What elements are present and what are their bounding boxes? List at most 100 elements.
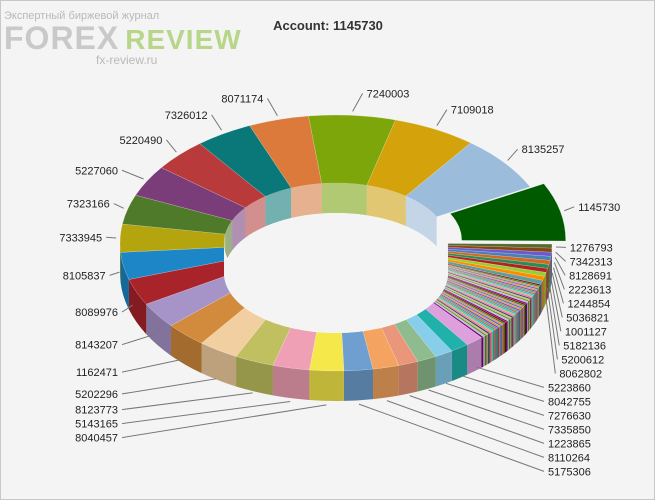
slice-small-43-side-shade: [488, 332, 490, 364]
slice-8040457-side-shade: [309, 370, 344, 401]
slice-small-19-side-shade: [521, 307, 523, 339]
label-7240003: 7240003: [367, 88, 410, 100]
slice-small-34-side-shade: [501, 323, 504, 356]
label-7335850: 7335850: [548, 424, 591, 436]
slice-small-30-side-face: [507, 319, 509, 351]
slice-8089976-side-face: [128, 279, 147, 335]
slice-1145730[interactable]: [449, 183, 566, 242]
slice-7240003-inner-wall: [321, 183, 367, 216]
leader-1244854: [552, 267, 564, 304]
slice-1223865-side-face: [398, 361, 418, 396]
slice-8110264-side-face: [373, 365, 399, 400]
label-8135257: 8135257: [522, 144, 565, 156]
slice-8105837-side-face: [120, 252, 129, 310]
label-1276793: 1276793: [570, 242, 613, 254]
slice-5200612-side-face: [542, 276, 545, 311]
slice-small-28-side: [510, 317, 512, 349]
slice-7276630-side: [435, 351, 452, 387]
slice-small-21-side-shade: [519, 309, 521, 341]
label-7323166: 7323166: [67, 199, 110, 211]
slice-8042755-side-shade: [451, 344, 468, 382]
slice-small-37-side-face: [497, 327, 499, 359]
slice-small-14-side-shade: [526, 301, 529, 333]
slice-small-10-side-shade: [531, 296, 533, 328]
slice-small-28-side-shade: [510, 317, 512, 349]
slice-small-28-side-face: [510, 317, 512, 349]
slice-small-15-side-face: [525, 302, 527, 334]
slice-1162471-side-shade: [171, 325, 202, 374]
slice-5220490-inner-wall: [245, 196, 266, 238]
leader-7276630: [445, 382, 545, 416]
slice-small-23-side-face: [516, 312, 518, 344]
leader-7342313: [555, 251, 566, 262]
slice-8071174-inner-wall: [291, 183, 322, 219]
slice-small-20-side-shade: [520, 308, 522, 340]
leader-8105837: [109, 271, 120, 276]
slice-small-32-side-shade: [504, 321, 507, 353]
slice-small-27-side: [511, 316, 513, 348]
slice-small-17-side-shade: [523, 305, 525, 337]
slice-5223860-side-shade: [467, 337, 482, 375]
slice-small-27-side-shade: [511, 316, 513, 348]
slice-1223865-side-shade: [398, 361, 418, 396]
slice-7326012-inner-wall: [265, 188, 292, 227]
label-8071174: 8071174: [221, 93, 263, 105]
donut-side-walls: [120, 239, 566, 401]
slice-8040457-side: [309, 370, 344, 401]
slice-small-7-side-face: [533, 293, 535, 325]
slice-7335850-side-face: [417, 356, 436, 392]
slice-small-37-side: [497, 327, 499, 359]
leader-7333945: [106, 236, 117, 239]
slice-8089976-side-shade: [128, 279, 147, 335]
slice-small-46-side: [483, 335, 485, 367]
slice-5200612-side-shade: [542, 276, 545, 311]
slice-small-7-side-shade: [533, 293, 535, 325]
slice-small-29-side-face: [508, 318, 511, 350]
slice-5200612-side: [542, 276, 545, 311]
slice-small-39-side-face: [494, 329, 496, 361]
label-8089976: 8089976: [75, 307, 118, 319]
slice-7335850-side: [417, 356, 436, 392]
slice-7323166-inner-wall: [225, 220, 233, 265]
slice-small-13-side: [528, 300, 530, 332]
slice-small-34-side-face: [501, 323, 504, 356]
slice-small-44-side: [486, 333, 489, 365]
watermark-brand: FOREX: [4, 20, 120, 56]
slice-8123773-side: [236, 356, 273, 396]
leader-7326012: [211, 114, 223, 131]
slice-5175306-side: [343, 369, 374, 401]
label-1001127: 1001127: [565, 326, 607, 338]
slice-small-45-side-face: [484, 334, 487, 366]
label-7276630: 7276630: [548, 410, 591, 422]
slice-small-2-side: [538, 286, 539, 319]
slice-labels: 7240003 7109018 8135257 1145730 1276793 73423…: [59, 88, 620, 478]
leader-5227060: [121, 169, 144, 180]
slice-small-17-side-face: [523, 305, 525, 337]
slice-1223865-side: [398, 361, 418, 396]
leader-1223865: [409, 395, 545, 444]
slice-small-19-side: [521, 307, 523, 339]
slice-small-1-side-face: [538, 285, 540, 317]
slice-small-19-side-face: [521, 307, 523, 339]
slice-1276793[interactable]: [447, 243, 553, 249]
slice-8089976-side: [128, 279, 147, 335]
label-8042755: 8042755: [548, 396, 591, 408]
label-5227060: 5227060: [75, 165, 118, 177]
slice-small-0-side: [539, 284, 541, 316]
leader-7335850: [428, 389, 545, 430]
label-7326012: 7326012: [165, 110, 208, 122]
slice-small-36-side-shade: [498, 326, 501, 358]
label-1223865: 1223865: [548, 438, 591, 450]
slice-small-0-side-face: [539, 284, 541, 316]
slice-small-8-side-shade: [532, 294, 534, 326]
slice-8143207-side: [146, 304, 172, 356]
watermark-brand-review: REVIEW: [125, 24, 242, 55]
slice-2223613-side-shade: [549, 256, 551, 291]
slice-small-22-side-face: [517, 310, 520, 343]
slice-small-29-side: [508, 318, 511, 350]
slice-small-1-side: [538, 285, 540, 317]
slice-small-4-side-shade: [536, 289, 538, 321]
slice-small-40-side-face: [492, 330, 495, 362]
slice-8110264-side: [373, 365, 399, 400]
slice-small-22-side-shade: [517, 310, 520, 343]
